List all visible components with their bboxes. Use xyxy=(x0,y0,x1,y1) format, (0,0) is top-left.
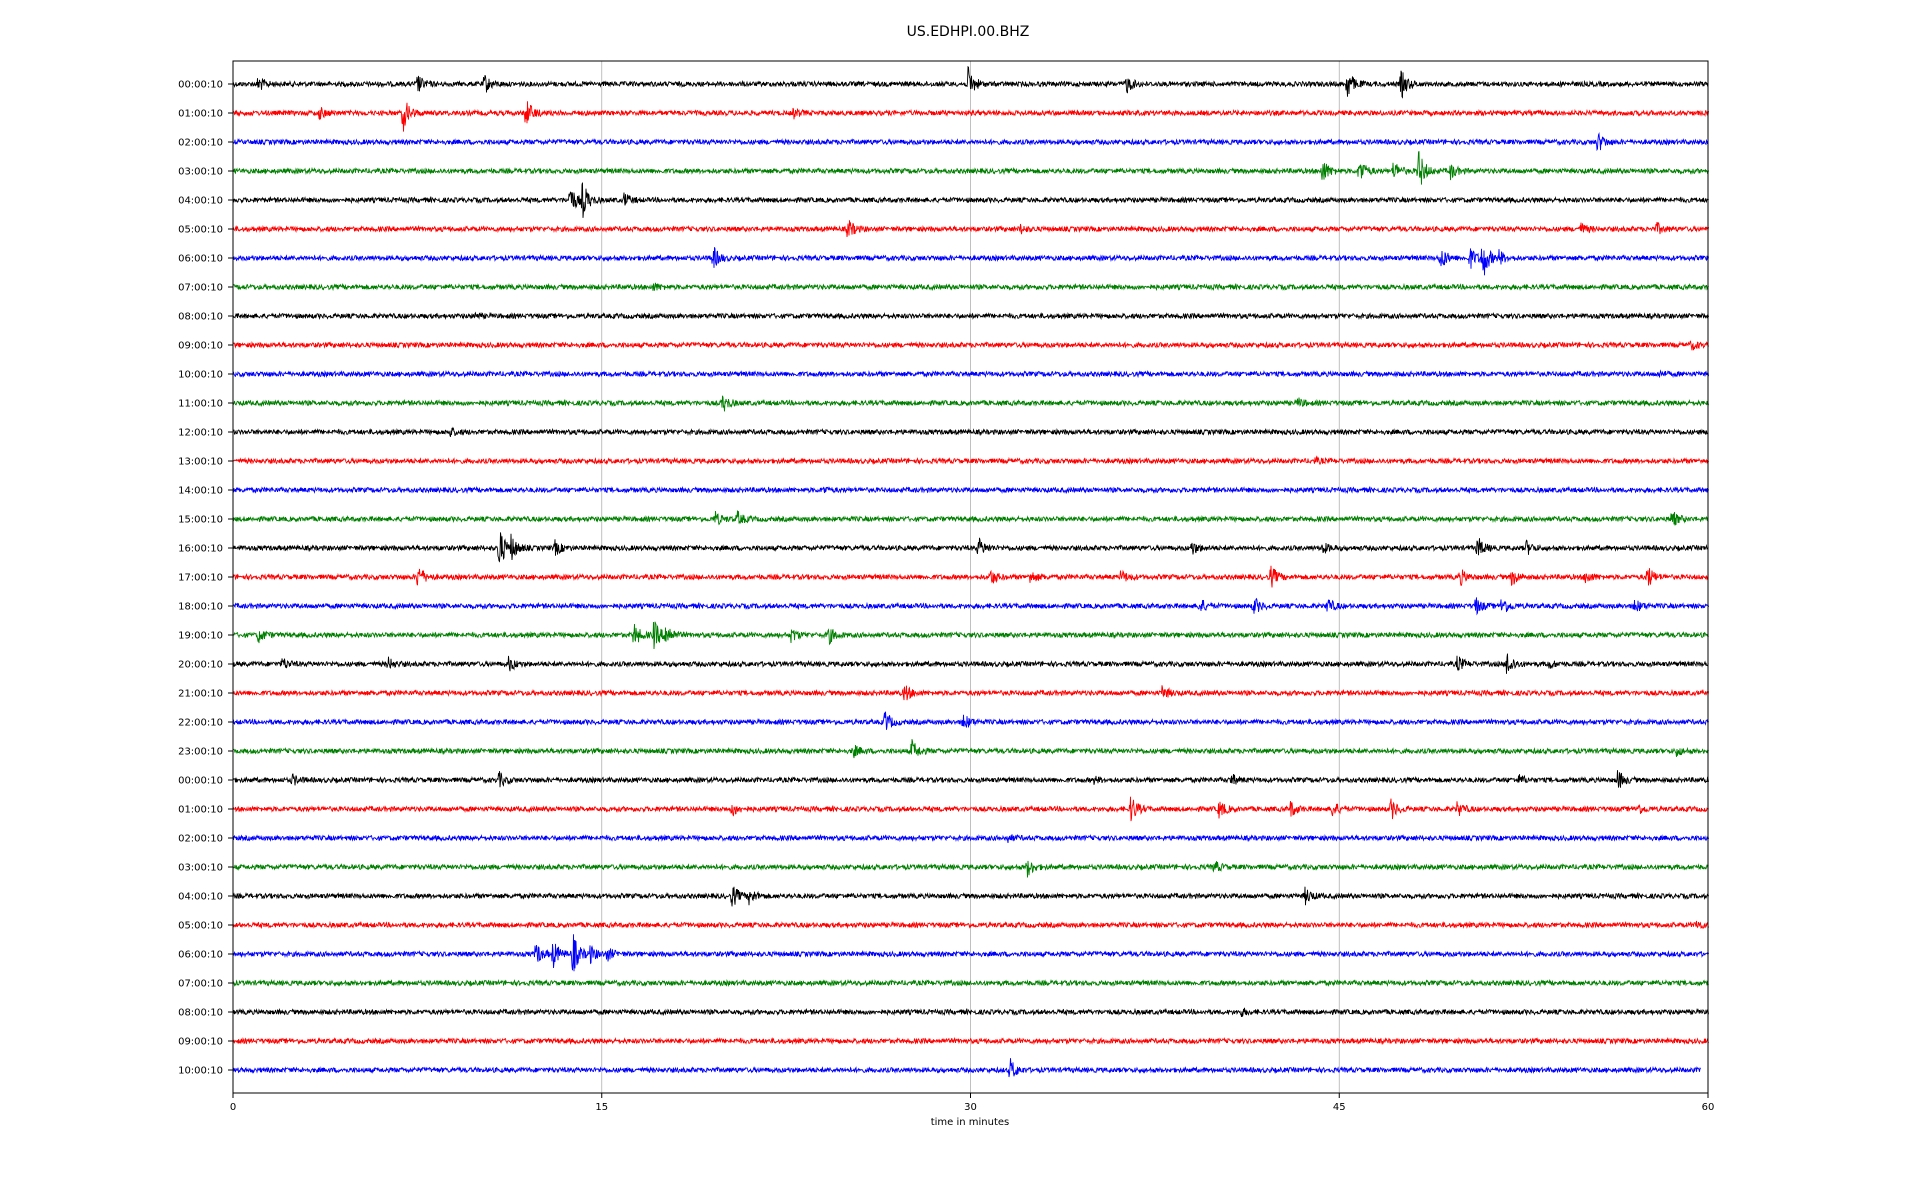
trace-line xyxy=(232,182,1709,218)
y-tick-label: 00:00:10 xyxy=(178,80,223,91)
y-tick-label: 14:00:10 xyxy=(178,486,223,497)
y-tick-label: 19:00:10 xyxy=(178,631,223,642)
trace-line xyxy=(232,485,1709,495)
trace-line xyxy=(232,770,1709,788)
x-axis-label: time in minutes xyxy=(931,1117,1010,1128)
x-tick-label: 30 xyxy=(964,1102,977,1113)
y-tick-label: 05:00:10 xyxy=(178,921,223,932)
y-tick-label: 17:00:10 xyxy=(178,573,223,584)
y-tick-label: 06:00:10 xyxy=(178,950,223,961)
y-tick-label: 03:00:10 xyxy=(178,863,223,874)
trace-line xyxy=(232,796,1709,822)
trace-line xyxy=(232,311,1709,321)
y-tick-label: 10:00:10 xyxy=(178,1066,223,1077)
chart-title: US.EDHPI.00.BHZ xyxy=(907,24,1030,40)
trace-line xyxy=(232,65,1709,99)
y-tick-label: 02:00:10 xyxy=(178,138,223,149)
y-tick-label: 20:00:10 xyxy=(178,660,223,671)
traces-group xyxy=(232,65,1709,1078)
y-tick-label: 13:00:10 xyxy=(178,457,223,468)
x-tick-label: 60 xyxy=(1702,1102,1715,1113)
y-tick-label: 09:00:10 xyxy=(178,1037,223,1048)
trace-line xyxy=(232,395,1709,412)
trace-line xyxy=(232,934,1709,972)
x-tick-label: 15 xyxy=(595,1102,608,1113)
trace-line xyxy=(232,833,1709,843)
trace-line xyxy=(232,653,1709,674)
trace-line xyxy=(232,151,1709,185)
y-tick-label: 04:00:10 xyxy=(178,892,223,903)
trace-line xyxy=(232,920,1709,930)
y-tick-label: 11:00:10 xyxy=(178,399,223,410)
x-tick-label: 45 xyxy=(1333,1102,1346,1113)
trace-line xyxy=(232,532,1709,563)
trace-line xyxy=(232,711,1709,730)
trace-line xyxy=(232,1036,1709,1046)
trace-line xyxy=(232,101,1709,132)
y-tick-label: 23:00:10 xyxy=(178,747,223,758)
trace-line xyxy=(232,340,1709,351)
x-axis: 0 15 30 45 60 xyxy=(230,1093,1715,1113)
y-tick-label: 18:00:10 xyxy=(178,602,223,613)
trace-line xyxy=(232,621,1709,650)
trace-line xyxy=(232,597,1709,616)
y-tick-label: 21:00:10 xyxy=(178,689,223,700)
trace-line xyxy=(232,860,1709,878)
y-tick-label: 12:00:10 xyxy=(178,428,223,439)
trace-line xyxy=(232,886,1709,907)
y-tick-label: 22:00:10 xyxy=(178,718,223,729)
trace-line xyxy=(232,1058,1701,1078)
y-tick-label: 08:00:10 xyxy=(178,1008,223,1019)
trace-line xyxy=(232,565,1709,588)
y-tick-label: 02:00:10 xyxy=(178,834,223,845)
trace-line xyxy=(232,455,1709,466)
y-tick-label: 16:00:10 xyxy=(178,544,223,555)
trace-line xyxy=(232,739,1709,759)
trace-line xyxy=(232,510,1709,526)
trace-line xyxy=(232,247,1709,276)
trace-line xyxy=(232,978,1709,988)
trace-line xyxy=(232,1007,1709,1017)
trace-line xyxy=(232,220,1709,238)
y-tick-label: 00:00:10 xyxy=(178,776,223,787)
y-tick-label: 08:00:10 xyxy=(178,312,223,323)
y-tick-label: 09:00:10 xyxy=(178,341,223,352)
y-tick-label: 07:00:10 xyxy=(178,979,223,990)
x-tick-label: 0 xyxy=(230,1102,236,1113)
trace-line xyxy=(232,282,1709,292)
trace-line xyxy=(232,426,1709,437)
trace-line xyxy=(232,369,1709,379)
y-tick-label: 01:00:10 xyxy=(178,805,223,816)
y-tick-label: 06:00:10 xyxy=(178,254,223,265)
y-tick-label: 01:00:10 xyxy=(178,109,223,120)
y-tick-label: 15:00:10 xyxy=(178,515,223,526)
y-tick-label: 03:00:10 xyxy=(178,167,223,178)
y-tick-labels: 00:00:10 01:00:10 02:00:10 03:00:10 04:00:10… xyxy=(178,80,233,1077)
trace-line xyxy=(232,132,1709,152)
y-tick-label: 04:00:10 xyxy=(178,196,223,207)
y-tick-label: 07:00:10 xyxy=(178,283,223,294)
y-tick-label: 05:00:10 xyxy=(178,225,223,236)
trace-line xyxy=(232,685,1709,701)
y-tick-label: 10:00:10 xyxy=(178,370,223,381)
